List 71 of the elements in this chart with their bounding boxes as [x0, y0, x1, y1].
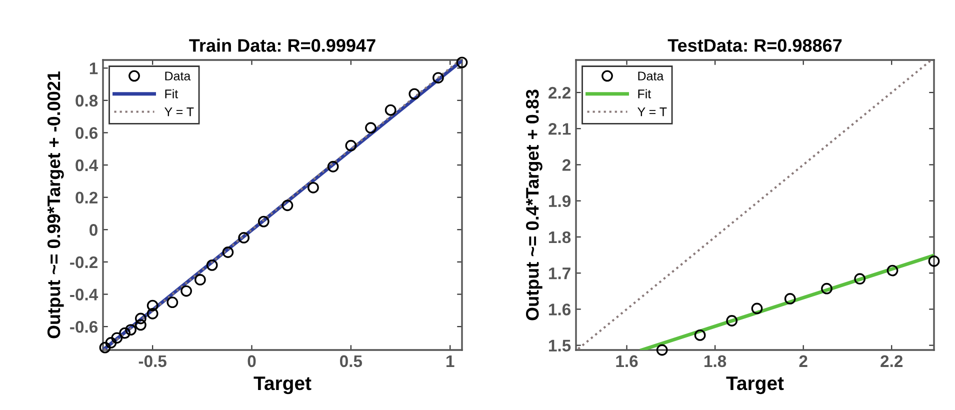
point [125, 324, 136, 336]
point [726, 315, 738, 326]
y-tick-label: -0.2 [70, 256, 98, 268]
legend-label: Data [638, 72, 664, 80]
x-tick-label: 2 [799, 355, 808, 367]
point [119, 327, 131, 339]
y-tick-label: -0.6 [70, 320, 98, 333]
y-tick-label: 2.2 [548, 86, 570, 99]
x-tick-label: 0 [248, 355, 256, 368]
y-tick-label: 1.7 [549, 268, 570, 280]
y-tick-label: 2.1 [548, 123, 571, 135]
point [282, 200, 294, 212]
x-tick-label: 1.8 [704, 355, 726, 368]
y-tick-label: 0.6 [76, 127, 98, 139]
x-tick-label: -0.5 [138, 355, 166, 368]
y-tick-label: 0 [90, 224, 98, 236]
legend-label: Y = T [164, 108, 194, 116]
point [384, 104, 396, 116]
y-axis-title: Output ~= 0.99*Target + -0.0021 [47, 71, 64, 338]
chart-title: TestData: R=0.98867 [668, 39, 842, 52]
legend-label: Data [165, 72, 191, 80]
y-tick-label: 1.5 [549, 340, 571, 352]
x-axis-title: Target [726, 376, 784, 394]
y-tick-label: 0.2 [76, 192, 98, 204]
point [432, 72, 444, 84]
point [134, 319, 146, 331]
point [784, 293, 796, 304]
y-tick-label: 1.9 [549, 195, 571, 208]
point [105, 337, 117, 348]
point [408, 88, 420, 100]
y-tick-label: 0.4 [76, 159, 98, 172]
x-tick-label: 0.5 [340, 355, 362, 368]
x-axis-title: Target [254, 376, 312, 394]
x-tick-label: 2.2 [880, 355, 903, 367]
legend-label: Y = T [638, 108, 667, 116]
y-axis-title: Output ~= 0.4*Target + 0.83 [526, 90, 542, 320]
point [456, 56, 468, 68]
point [258, 216, 270, 228]
legend-label: Fit [638, 89, 652, 98]
point [206, 259, 218, 271]
point [694, 329, 706, 341]
point [222, 246, 234, 258]
y-tick-label: 1.6 [549, 304, 571, 316]
y-tick-label: 1 [90, 62, 98, 74]
point [928, 255, 940, 267]
point [327, 160, 339, 172]
point [821, 282, 832, 294]
point [146, 308, 158, 320]
point [146, 300, 158, 312]
y-tick-label: 0.8 [76, 94, 98, 107]
point [194, 274, 206, 286]
point [854, 273, 866, 285]
point [886, 264, 898, 276]
legend-label: Fit [165, 89, 178, 98]
x-tick-label: 1.6 [616, 355, 638, 368]
point [308, 182, 319, 194]
point [134, 312, 146, 324]
y-tick-label: -0.4 [70, 288, 98, 300]
x-tick-label: 1 [446, 355, 454, 367]
y-tick-label: 2 [562, 159, 570, 171]
chart-title: Train Data: R=0.99947 [189, 38, 376, 52]
point [345, 140, 357, 152]
y-tick-label: 1.8 [549, 231, 571, 244]
point [238, 232, 250, 244]
point [656, 344, 668, 356]
point [751, 302, 763, 314]
point [365, 122, 376, 134]
point [99, 342, 111, 354]
point [166, 296, 178, 308]
point [111, 332, 123, 344]
point [180, 285, 192, 297]
